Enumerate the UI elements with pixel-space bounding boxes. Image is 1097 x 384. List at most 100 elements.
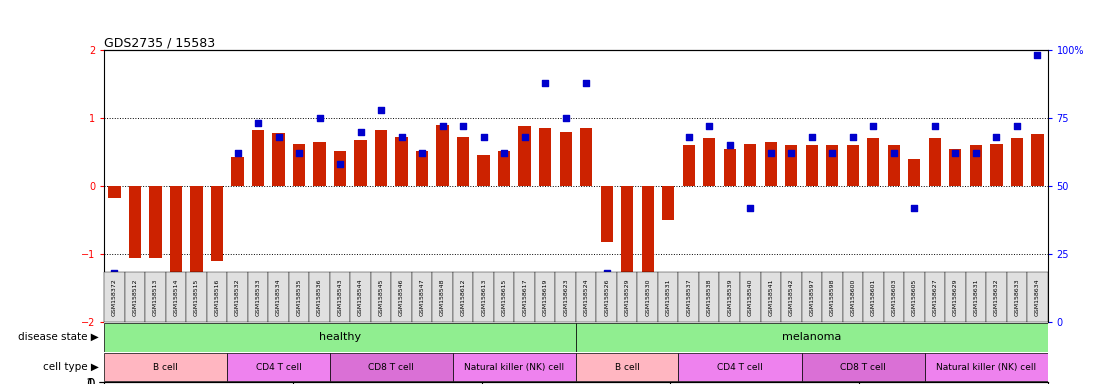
FancyBboxPatch shape: [576, 323, 1048, 351]
Text: CD4 T cell: CD4 T cell: [256, 362, 302, 372]
FancyBboxPatch shape: [946, 272, 965, 322]
FancyBboxPatch shape: [678, 353, 802, 381]
Text: GSM158598: GSM158598: [829, 278, 835, 316]
Bar: [929, 138, 941, 186]
Point: [680, 134, 698, 140]
FancyBboxPatch shape: [1007, 272, 1027, 322]
Text: GSM158545: GSM158545: [378, 278, 384, 316]
Point: [762, 150, 780, 156]
FancyBboxPatch shape: [227, 353, 330, 381]
Bar: [498, 151, 510, 186]
FancyBboxPatch shape: [925, 272, 946, 322]
Bar: [293, 144, 305, 186]
Bar: [191, 186, 203, 310]
Text: GSM158631: GSM158631: [973, 278, 979, 316]
FancyBboxPatch shape: [411, 272, 432, 322]
Point: [270, 134, 287, 140]
Bar: [457, 137, 470, 186]
FancyBboxPatch shape: [248, 272, 269, 322]
Text: melanoma: melanoma: [782, 332, 841, 342]
FancyBboxPatch shape: [104, 353, 227, 381]
Bar: [416, 151, 428, 186]
Text: B cell: B cell: [614, 362, 640, 372]
Text: GSM158535: GSM158535: [296, 278, 302, 316]
Bar: [395, 137, 408, 186]
FancyBboxPatch shape: [740, 272, 760, 322]
Point: [926, 123, 943, 129]
Bar: [600, 186, 613, 242]
FancyBboxPatch shape: [555, 272, 576, 322]
Bar: [252, 130, 264, 186]
Text: Natural killer (NK) cell: Natural killer (NK) cell: [936, 362, 1037, 372]
FancyBboxPatch shape: [330, 272, 350, 322]
Text: GSM158634: GSM158634: [1034, 278, 1040, 316]
FancyBboxPatch shape: [350, 272, 371, 322]
Text: GSM158633: GSM158633: [1015, 278, 1019, 316]
Bar: [375, 130, 387, 186]
Text: GSM158543: GSM158543: [338, 278, 342, 316]
Bar: [970, 145, 982, 186]
Text: GSM158615: GSM158615: [501, 278, 507, 316]
Text: GSM158623: GSM158623: [563, 278, 568, 316]
Text: GSM158548: GSM158548: [440, 278, 445, 316]
FancyBboxPatch shape: [474, 272, 494, 322]
FancyBboxPatch shape: [965, 272, 986, 322]
Bar: [477, 156, 489, 186]
FancyBboxPatch shape: [494, 272, 514, 322]
Bar: [682, 145, 694, 186]
Point: [249, 120, 267, 126]
Bar: [109, 186, 121, 198]
Text: GSM158627: GSM158627: [932, 278, 937, 316]
Point: [414, 150, 431, 156]
Point: [721, 142, 738, 148]
Point: [516, 134, 533, 140]
Bar: [805, 145, 818, 186]
Text: CD4 T cell: CD4 T cell: [717, 362, 762, 372]
Bar: [580, 128, 592, 186]
Point: [742, 205, 759, 211]
Bar: [949, 149, 961, 186]
Point: [824, 150, 841, 156]
Point: [905, 205, 923, 211]
Point: [167, 303, 184, 309]
FancyBboxPatch shape: [186, 272, 206, 322]
FancyBboxPatch shape: [269, 272, 289, 322]
Bar: [621, 186, 633, 283]
Point: [598, 270, 615, 276]
FancyBboxPatch shape: [986, 272, 1007, 322]
FancyBboxPatch shape: [842, 272, 863, 322]
Point: [803, 134, 821, 140]
Text: GSM158526: GSM158526: [604, 278, 609, 316]
Bar: [354, 140, 366, 186]
Point: [454, 123, 472, 129]
FancyBboxPatch shape: [597, 272, 617, 322]
Bar: [826, 145, 838, 186]
Text: GSM158538: GSM158538: [706, 278, 712, 316]
Bar: [887, 145, 900, 186]
Text: disease state ▶: disease state ▶: [18, 332, 99, 342]
Text: GSM158539: GSM158539: [727, 278, 732, 316]
FancyBboxPatch shape: [863, 272, 883, 322]
FancyBboxPatch shape: [145, 272, 166, 322]
Text: GSM158512: GSM158512: [133, 278, 137, 316]
Text: GSM158613: GSM158613: [482, 278, 486, 316]
Text: cell type ▶: cell type ▶: [43, 362, 99, 372]
Point: [885, 150, 903, 156]
FancyBboxPatch shape: [760, 272, 781, 322]
Point: [310, 115, 328, 121]
Text: GSM158531: GSM158531: [666, 278, 670, 316]
Text: GSM158529: GSM158529: [624, 278, 630, 316]
Text: CD8 T cell: CD8 T cell: [369, 362, 415, 372]
FancyBboxPatch shape: [514, 272, 535, 322]
Bar: [744, 144, 757, 186]
FancyBboxPatch shape: [104, 323, 576, 351]
Point: [782, 150, 800, 156]
Point: [638, 300, 656, 306]
Text: GSM158534: GSM158534: [276, 278, 281, 316]
Text: B cell: B cell: [154, 362, 178, 372]
Text: GSM158372: GSM158372: [112, 278, 117, 316]
Text: GSM158542: GSM158542: [789, 278, 794, 316]
Bar: [663, 186, 675, 220]
Point: [331, 161, 349, 167]
FancyBboxPatch shape: [781, 272, 802, 322]
